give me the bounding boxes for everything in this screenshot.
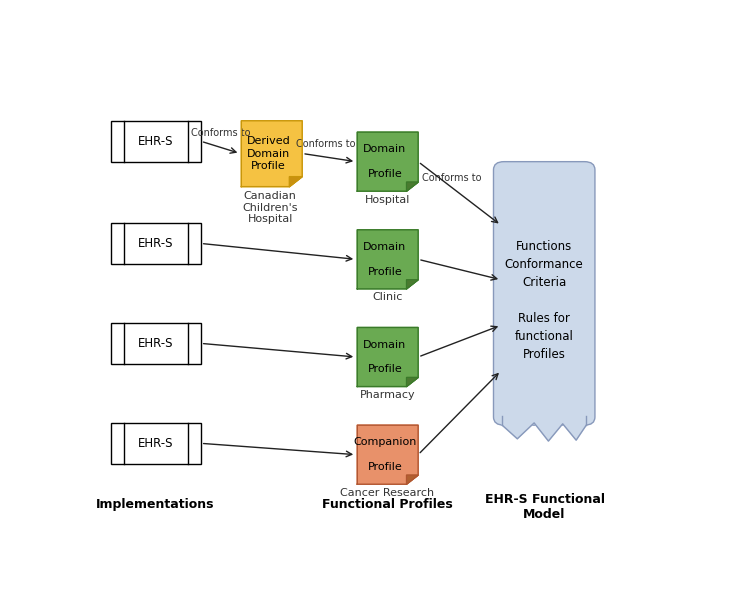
Text: Domain

Profile: Domain Profile bbox=[364, 145, 406, 179]
Text: Domain

Profile: Domain Profile bbox=[364, 340, 406, 375]
Text: Companion

Profile: Companion Profile bbox=[353, 437, 417, 472]
Polygon shape bbox=[358, 327, 418, 386]
Text: Clinic: Clinic bbox=[373, 293, 402, 303]
Text: EHR-S: EHR-S bbox=[138, 135, 174, 148]
Text: Conforms to: Conforms to bbox=[422, 173, 482, 183]
Text: Conforms to: Conforms to bbox=[295, 139, 355, 149]
Text: Hospital: Hospital bbox=[365, 195, 410, 205]
Text: Conforms to: Conforms to bbox=[191, 128, 251, 138]
Polygon shape bbox=[407, 378, 418, 386]
Text: Implementations: Implementations bbox=[96, 498, 215, 511]
Polygon shape bbox=[358, 425, 418, 484]
Text: EHR-S: EHR-S bbox=[138, 337, 174, 350]
Polygon shape bbox=[289, 176, 302, 186]
Bar bbox=[111, 323, 200, 364]
Text: Functions
Conformance
Criteria

Rules for
functional
Profiles: Functions Conformance Criteria Rules for… bbox=[505, 240, 583, 360]
Text: Cancer Research: Cancer Research bbox=[340, 488, 435, 498]
Polygon shape bbox=[358, 230, 418, 289]
Polygon shape bbox=[242, 121, 302, 186]
Polygon shape bbox=[407, 280, 418, 289]
Text: Derived
Domain
Profile: Derived Domain Profile bbox=[247, 136, 290, 171]
Text: Canadian
Children's
Hospital: Canadian Children's Hospital bbox=[242, 191, 298, 224]
Polygon shape bbox=[407, 475, 418, 484]
Text: EHR-S: EHR-S bbox=[138, 437, 174, 450]
Text: EHR-S Functional
Model: EHR-S Functional Model bbox=[485, 493, 604, 521]
Bar bbox=[111, 223, 200, 264]
Text: EHR-S: EHR-S bbox=[138, 237, 174, 250]
Text: Pharmacy: Pharmacy bbox=[360, 390, 415, 400]
Bar bbox=[111, 423, 200, 464]
Text: Domain

Profile: Domain Profile bbox=[364, 242, 406, 277]
Polygon shape bbox=[358, 132, 418, 191]
Polygon shape bbox=[502, 414, 586, 441]
Text: Functional Profiles: Functional Profiles bbox=[322, 498, 453, 511]
Bar bbox=[111, 121, 200, 162]
Polygon shape bbox=[407, 182, 418, 191]
FancyBboxPatch shape bbox=[494, 162, 595, 425]
